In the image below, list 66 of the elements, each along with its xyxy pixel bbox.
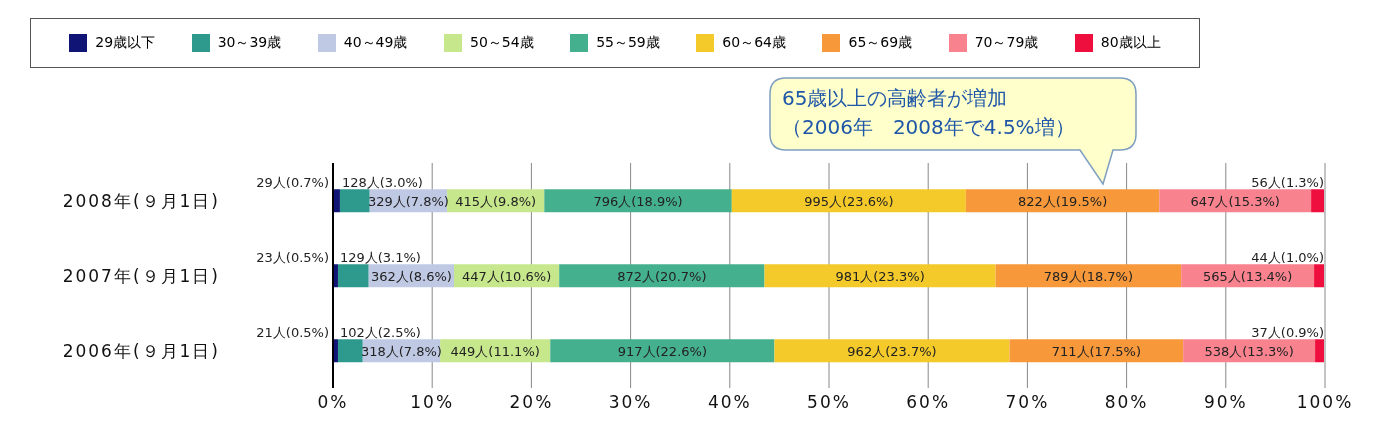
bar: [339, 189, 370, 213]
bar: [559, 264, 765, 288]
data-label: 711人(17.5%): [1051, 343, 1141, 359]
data-label: 362人(8.6%): [370, 268, 452, 284]
data-label: 415人(9.8%): [455, 193, 537, 209]
legend-label: 30～39歳: [217, 34, 282, 52]
data-label: 565人(13.4%): [1202, 268, 1293, 284]
data-label: 449人(11.1%): [450, 343, 540, 359]
data-label: 29人(0.7%): [256, 175, 329, 191]
legend-label: 50～54歳: [469, 34, 534, 52]
bar: [731, 189, 966, 213]
data-label: 822人(19.5%): [1017, 193, 1108, 209]
x-tick-label: 10%: [410, 392, 455, 413]
bar: [774, 339, 1010, 363]
data-label: 128人(3.0%): [341, 175, 423, 191]
data-label: 318人(7.8%): [360, 343, 442, 359]
data-label: 962人(23.7%): [847, 343, 937, 359]
data-label: 37人(0.9%): [1251, 325, 1325, 341]
bar: [995, 264, 1182, 288]
data-label: 872人(20.7%): [617, 268, 707, 284]
legend-label: 29歳以下: [95, 34, 156, 52]
x-tick-label: 20%: [509, 392, 554, 413]
bar: [337, 339, 363, 363]
data-label: 56人(1.3%): [1251, 175, 1325, 191]
speech-bubble: 65歳以上の高齢者が増加 （2006年 2008年で4.5%増）: [768, 76, 1140, 188]
bar: [1311, 189, 1325, 213]
data-label: 23人(0.5%): [256, 250, 329, 266]
bar: [764, 264, 996, 288]
data-label: 447人(10.6%): [461, 268, 552, 284]
x-tick-label: 0%: [317, 392, 349, 413]
data-label: 647人(15.3%): [1190, 193, 1280, 209]
bar: [337, 264, 369, 288]
legend-label: 40～49歳: [343, 34, 408, 52]
data-label: 917人(22.6%): [617, 343, 707, 359]
bar: [1315, 339, 1325, 363]
x-tick-label: 60%: [906, 392, 951, 413]
bar: [965, 189, 1160, 213]
data-label: 129人(3.1%): [339, 250, 421, 266]
data-label: 102人(2.5%): [339, 325, 421, 341]
x-tick-label: 70%: [1005, 392, 1050, 413]
x-tick-label: 80%: [1104, 392, 1149, 413]
data-label: 329人(7.8%): [367, 193, 449, 209]
legend-label: 70～79歳: [974, 34, 1039, 52]
x-tick-label: 100%: [1296, 392, 1354, 413]
x-tick-label: 90%: [1203, 392, 1248, 413]
x-tick-label: 40%: [707, 392, 752, 413]
data-label: 538人(13.3%): [1204, 343, 1294, 359]
x-tick-label: 50%: [807, 392, 851, 413]
bar: [1009, 339, 1184, 363]
y-tick-label: 2008年(９月1日): [62, 190, 220, 211]
y-tick-label: 2007年(９月1日): [62, 265, 220, 286]
data-label: 981人(23.3%): [835, 268, 925, 284]
legend-label: 80歳以上: [1100, 34, 1161, 52]
data-label: 44人(1.0%): [1251, 250, 1325, 266]
data-label: 796人(18.9%): [593, 193, 683, 209]
data-label: 789人(18.7%): [1043, 268, 1134, 284]
legend-label: 65～69歳: [848, 34, 913, 52]
legend-label: 60～64歳: [722, 34, 786, 52]
bar: [1314, 264, 1325, 288]
y-tick-label: 2006年(９月1日): [62, 340, 220, 361]
x-tick-label: 30%: [608, 392, 653, 413]
bar: [550, 339, 775, 363]
data-label: 995人(23.6%): [804, 193, 894, 209]
bar: [544, 189, 732, 213]
data-label: 21人(0.5%): [256, 325, 329, 341]
legend-label: 55～59歳: [596, 34, 660, 52]
